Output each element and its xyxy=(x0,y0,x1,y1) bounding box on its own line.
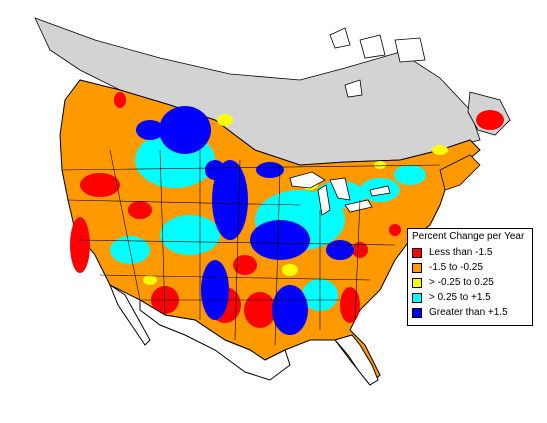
legend-label: > 0.25 to +1.5 xyxy=(429,292,491,303)
legend-item-less-than-neg-1-5: Less than -1.5 xyxy=(412,245,528,260)
baja-peninsula xyxy=(108,283,151,346)
legend-label: Greater than +1.5 xyxy=(429,307,508,318)
legend-label: > -0.25 to 0.25 xyxy=(429,277,494,288)
legend-title: Percent Change per Year xyxy=(412,231,525,242)
legend-label: -1.5 to -0.25 xyxy=(429,262,483,273)
legend: Percent Change per Year Less than -1.5 -… xyxy=(407,228,533,326)
maritime-coast xyxy=(439,154,481,191)
arctic-islands xyxy=(329,27,426,98)
great-lakes xyxy=(289,171,391,216)
legend-item-neg-0-25-to-0-25: > -0.25 to 0.25 xyxy=(412,275,528,290)
legend-swatch xyxy=(412,247,422,258)
mexico-outline xyxy=(139,299,291,381)
legend-item-0-25-to-1-5: > 0.25 to +1.5 xyxy=(412,290,528,305)
blue-trend-areas xyxy=(136,106,354,335)
legend-swatch xyxy=(412,307,422,318)
florida-peninsula xyxy=(334,334,379,386)
legend-swatch xyxy=(412,262,422,273)
legend-swatch xyxy=(412,292,422,303)
legend-item-greater-than-1-5: Greater than +1.5 xyxy=(412,305,528,320)
boundary-lines xyxy=(61,149,441,346)
yellow-trend-areas xyxy=(143,114,448,285)
legend-label: Less than -1.5 xyxy=(429,247,493,258)
legend-item-neg-1-5-to-neg-0-25: -1.5 to -0.25 xyxy=(412,260,528,275)
legend-swatch xyxy=(412,277,422,288)
